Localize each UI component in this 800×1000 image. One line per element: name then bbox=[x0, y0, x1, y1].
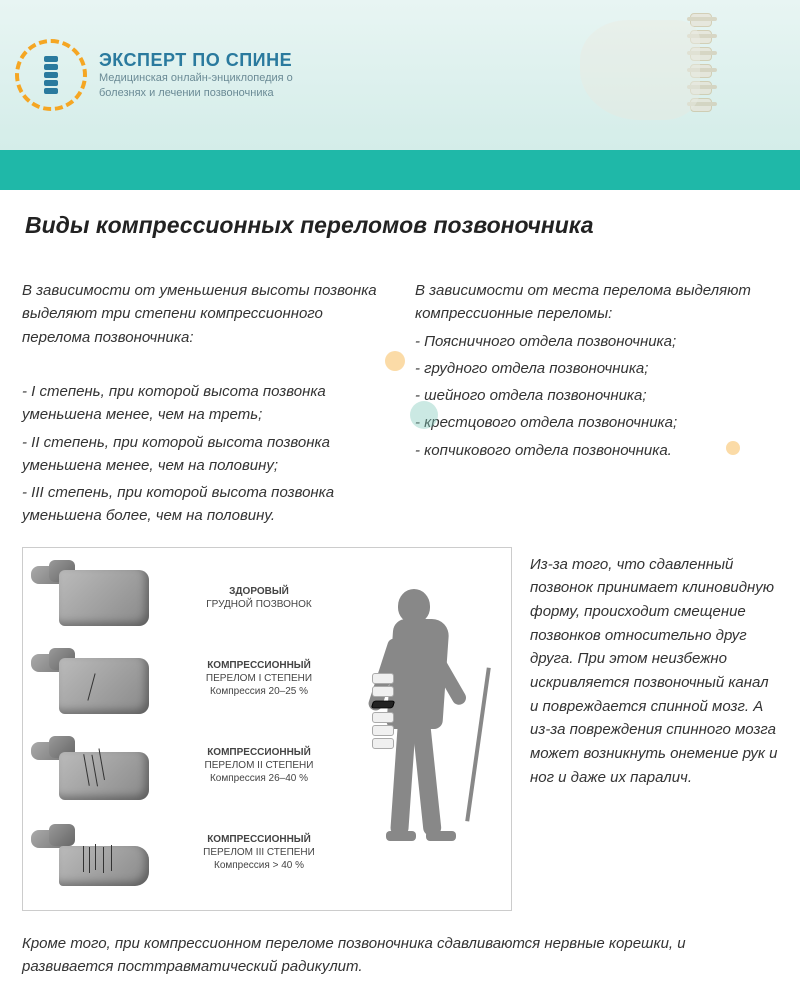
logo-icon bbox=[15, 39, 87, 111]
lower-section: ЗДОРОВЫЙГРУДНОЙ ПОЗВОНОК КОМПРЕССИОННЫЙП… bbox=[0, 542, 800, 916]
vertebra-stage3 bbox=[31, 824, 176, 898]
list-item: - крестцового отдела позвоночника; bbox=[415, 411, 778, 434]
list-item: - шейного отдела позвоночника; bbox=[415, 384, 778, 407]
vertebra-stage1 bbox=[31, 648, 176, 722]
labels-column: ЗДОРОВЫЙГРУДНОЙ ПОЗВОНОК КОМПРЕССИОННЫЙП… bbox=[184, 560, 334, 898]
intro-text: В зависимости от уменьшения высоты позво… bbox=[22, 279, 385, 349]
diagram-label: ЗДОРОВЫЙГРУДНОЙ ПОЗВОНОК bbox=[184, 585, 334, 611]
list-item: - грудного отдела позвоночника; bbox=[415, 357, 778, 380]
vertebra-stage2 bbox=[31, 736, 176, 810]
logo-area: ЭКСПЕРТ ПО СПИНЕ Медицинская онлайн-энци… bbox=[15, 39, 299, 111]
decoration-dot bbox=[726, 441, 740, 455]
vertebra-diagram: ЗДОРОВЫЙГРУДНОЙ ПОЗВОНОК КОМПРЕССИОННЫЙП… bbox=[22, 547, 512, 911]
list-item: - III степень, при которой высота позвон… bbox=[22, 481, 385, 528]
diagram-label: КОМПРЕССИОННЫЙПЕРЕЛОМ II СТЕПЕНИКомпресс… bbox=[184, 746, 334, 785]
footer-text: Кроме того, при компрессионном переломе … bbox=[0, 916, 800, 1000]
intro-text: В зависимости от места перелома выделяют… bbox=[415, 279, 778, 326]
accent-strip bbox=[0, 150, 800, 190]
list-item: - Поясничного отдела позвоночника; bbox=[415, 330, 778, 353]
site-title: ЭКСПЕРТ ПО СПИНЕ bbox=[99, 50, 299, 71]
hand-decoration bbox=[580, 20, 700, 120]
site-header: ЭКСПЕРТ ПО СПИНЕ Медицинская онлайн-энци… bbox=[0, 0, 800, 150]
right-column: В зависимости от места перелома выделяют… bbox=[415, 279, 778, 532]
diagram-label: КОМПРЕССИОННЫЙПЕРЕЛОМ I СТЕПЕНИКомпресси… bbox=[184, 659, 334, 698]
vertebra-healthy bbox=[31, 560, 176, 634]
list-item: - I степень, при которой высота позвонка… bbox=[22, 380, 385, 427]
person-silhouette bbox=[350, 589, 490, 869]
page-title: Виды компрессионных переломов позвоночни… bbox=[0, 190, 800, 261]
diagram-label: КОМПРЕССИОННЫЙПЕРЕЛОМ III СТЕПЕНИКомпрес… bbox=[184, 833, 334, 872]
person-silhouette-column bbox=[342, 560, 497, 898]
left-column: В зависимости от уменьшения высоты позво… bbox=[22, 279, 385, 532]
decoration-dot bbox=[410, 401, 438, 429]
list-item: - II степень, при которой высота позвонк… bbox=[22, 431, 385, 478]
side-text: Из-за того, что сдавленный позвонок прин… bbox=[530, 547, 778, 911]
content-columns: В зависимости от уменьшения высоты позво… bbox=[0, 261, 800, 542]
header-background bbox=[350, 0, 800, 150]
site-subtitle: Медицинская онлайн-энциклопедия о болезн… bbox=[99, 71, 299, 100]
decoration-dot bbox=[385, 351, 405, 371]
spine-overlay bbox=[358, 671, 408, 761]
list-item: - копчикового отдела позвоночника. bbox=[415, 439, 778, 462]
vertebra-images-column bbox=[31, 560, 176, 898]
